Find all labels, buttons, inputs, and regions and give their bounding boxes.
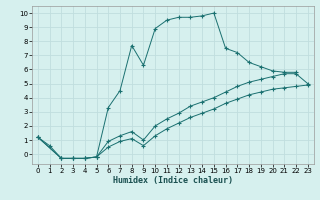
X-axis label: Humidex (Indice chaleur): Humidex (Indice chaleur): [113, 176, 233, 185]
